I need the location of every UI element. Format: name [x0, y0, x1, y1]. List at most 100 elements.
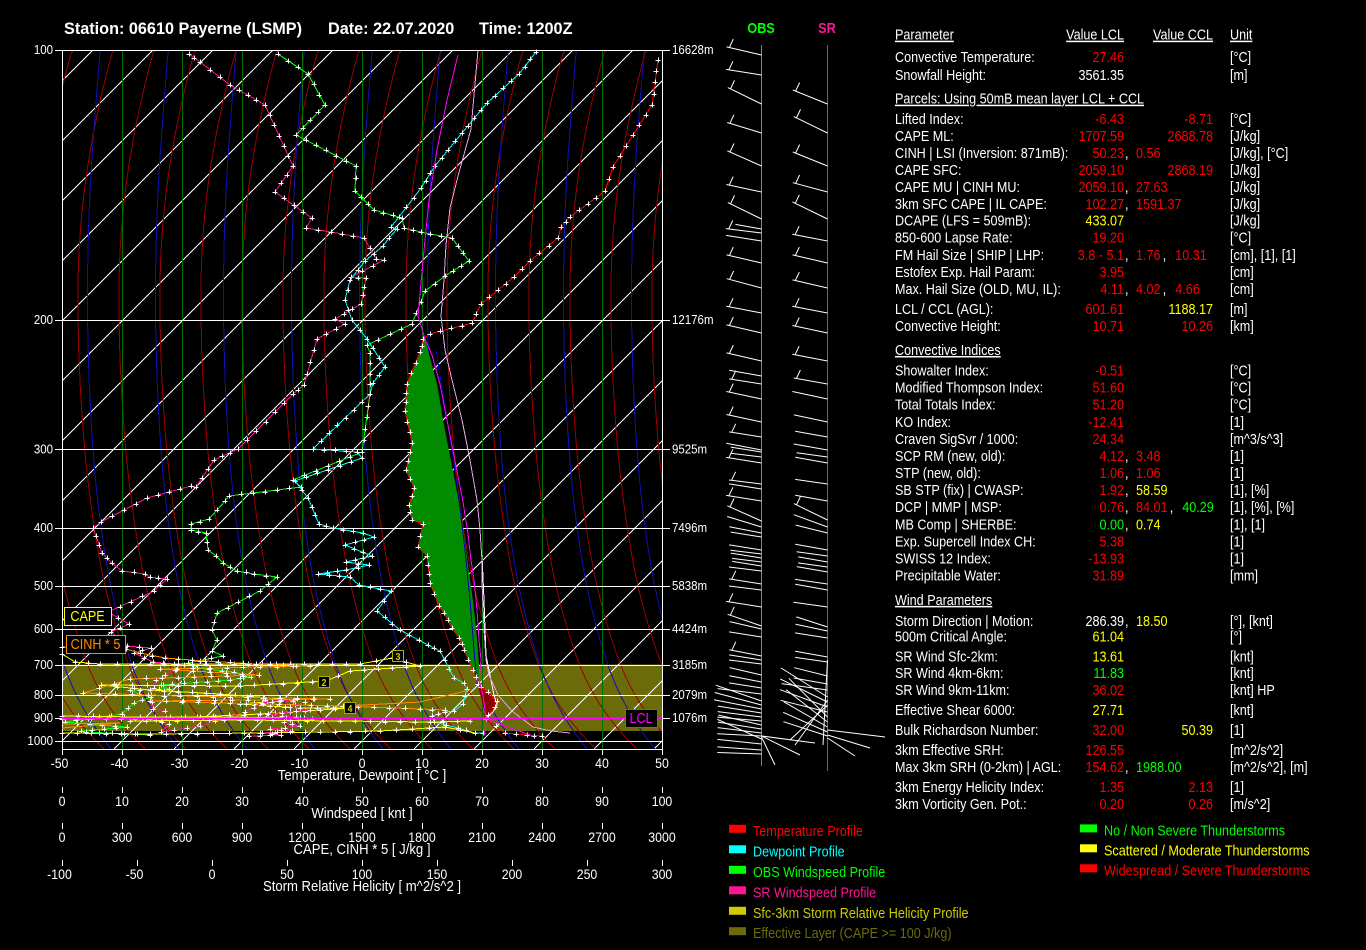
svg-text:0: 0: [59, 829, 66, 845]
svg-text:,: ,: [1170, 498, 1174, 515]
svg-text:32.00: 32.00: [1092, 721, 1124, 738]
svg-text:1591.37: 1591.37: [1136, 195, 1182, 212]
svg-text:10: 10: [115, 793, 129, 809]
svg-text:900: 900: [34, 711, 53, 726]
svg-text:[cm], [1], [1]: [cm], [1], [1]: [1230, 246, 1296, 263]
svg-text:[1], [%], [%]: [1], [%], [%]: [1230, 498, 1294, 515]
svg-text:Effective Shear 6000:: Effective Shear 6000:: [895, 701, 1015, 718]
svg-text:Max 3km SRH (0-2km) | AGL:: Max 3km SRH (0-2km) | AGL:: [895, 758, 1061, 775]
svg-text:4424m: 4424m: [672, 622, 707, 637]
svg-text:DCP | MMP | MSP:: DCP | MMP | MSP:: [895, 498, 1002, 515]
svg-text:[°C]: [°C]: [1230, 379, 1251, 396]
svg-text:50.23: 50.23: [1092, 144, 1124, 161]
svg-text:SR Wind Sfc-2km:: SR Wind Sfc-2km:: [895, 647, 998, 664]
svg-text:30: 30: [535, 755, 549, 771]
svg-text:20: 20: [475, 755, 489, 771]
svg-text:[cm]: [cm]: [1230, 280, 1254, 297]
svg-text:[°C]: [°C]: [1230, 110, 1251, 127]
svg-text:1500: 1500: [348, 829, 375, 845]
svg-text:[1], [%]: [1], [%]: [1230, 481, 1269, 498]
svg-text:3000: 3000: [648, 829, 675, 845]
svg-text:Bulk Richardson Number:: Bulk Richardson Number:: [895, 721, 1038, 738]
svg-text:1.06: 1.06: [1099, 464, 1124, 481]
svg-text:700: 700: [34, 658, 53, 673]
svg-text:27.63: 27.63: [1136, 178, 1168, 195]
svg-text:SR: SR: [818, 19, 836, 36]
svg-text:No / Non Severe Thunderstorms: No / Non Severe Thunderstorms: [1104, 821, 1285, 838]
svg-text:[J/kg]: [J/kg]: [1230, 195, 1260, 212]
svg-text:SCP RM (new, old):: SCP RM (new, old):: [895, 447, 1005, 464]
svg-text:FM Hail Size | SHIP | LHP:: FM Hail Size | SHIP | LHP:: [895, 246, 1044, 263]
svg-text:Temperature, Dewpoint [ °C ]: Temperature, Dewpoint [ °C ]: [278, 766, 446, 783]
svg-text:CAPE MU | CINH MU:: CAPE MU | CINH MU:: [895, 178, 1020, 195]
svg-text:,: ,: [1125, 195, 1129, 212]
svg-text:-30: -30: [171, 755, 189, 771]
svg-text:[cm]: [cm]: [1230, 263, 1254, 280]
svg-text:3.48: 3.48: [1136, 447, 1161, 464]
svg-text:51.60: 51.60: [1092, 379, 1124, 396]
svg-text:Convective Indices: Convective Indices: [895, 341, 1001, 358]
svg-text:1188.17: 1188.17: [1168, 300, 1213, 317]
svg-text:[°C]: [°C]: [1230, 48, 1251, 65]
svg-text:-6.43: -6.43: [1095, 110, 1124, 127]
svg-text:850-600 Lapse Rate:: 850-600 Lapse Rate:: [895, 229, 1013, 246]
svg-text:-13.93: -13.93: [1088, 549, 1124, 566]
svg-text:,: ,: [1163, 246, 1167, 263]
svg-text:[mm]: [mm]: [1230, 567, 1258, 584]
svg-text:900: 900: [232, 829, 253, 845]
svg-text:0: 0: [59, 793, 66, 809]
svg-text:0: 0: [359, 755, 366, 771]
svg-text:51.20: 51.20: [1092, 396, 1124, 413]
svg-text:[km]: [km]: [1230, 317, 1254, 334]
svg-text:OBS: OBS: [747, 19, 775, 36]
svg-text:7496m: 7496m: [672, 521, 707, 536]
svg-text:200: 200: [34, 313, 53, 328]
svg-text:100: 100: [352, 866, 373, 882]
svg-text:84.01: 84.01: [1136, 498, 1168, 515]
svg-text:0.00: 0.00: [1099, 515, 1124, 532]
svg-text:SWISS 12 Index:: SWISS 12 Index:: [895, 549, 991, 566]
svg-text:LCL: LCL: [629, 709, 652, 726]
svg-text:1.92: 1.92: [1099, 481, 1124, 498]
svg-text:9525m: 9525m: [672, 442, 707, 457]
svg-text:13.61: 13.61: [1092, 647, 1124, 664]
svg-text:1200: 1200: [288, 829, 315, 845]
svg-text:1988.00: 1988.00: [1136, 758, 1182, 775]
svg-text:SR Windspeed Profile: SR Windspeed Profile: [753, 883, 876, 900]
svg-text:600: 600: [34, 622, 53, 637]
svg-text:[m/s^2]: [m/s^2]: [1230, 795, 1270, 812]
svg-text:CAPE SFC:: CAPE SFC:: [895, 161, 961, 178]
svg-text:433.07: 433.07: [1085, 212, 1124, 229]
svg-text:SR Wind 4km-6km:: SR Wind 4km-6km:: [895, 664, 1003, 681]
svg-text:0.26: 0.26: [1188, 795, 1213, 812]
svg-text:80: 80: [535, 793, 549, 809]
svg-text:Total Totals Index:: Total Totals Index:: [895, 396, 996, 413]
svg-text:10.71: 10.71: [1092, 317, 1124, 334]
svg-text:[°], [knt]: [°], [knt]: [1230, 612, 1273, 629]
svg-text:100: 100: [652, 793, 673, 809]
svg-text:40: 40: [595, 755, 609, 771]
svg-text:Storm Direction | Motion:: Storm Direction | Motion:: [895, 612, 1033, 629]
svg-text:[m^3/s^3]: [m^3/s^3]: [1230, 430, 1283, 447]
svg-text:100: 100: [34, 43, 53, 58]
svg-text:4: 4: [348, 703, 353, 715]
svg-text:[1]: [1]: [1230, 413, 1244, 430]
svg-text:,: ,: [1125, 144, 1129, 161]
svg-text:-10: -10: [291, 755, 309, 771]
svg-text:[knt]: [knt]: [1230, 701, 1254, 718]
svg-text:LCL / CCL (AGL):: LCL / CCL (AGL):: [895, 300, 993, 317]
svg-text:OBS Windspeed Profile: OBS Windspeed Profile: [753, 863, 886, 880]
svg-text:50: 50: [355, 793, 369, 809]
svg-text:1.06: 1.06: [1136, 464, 1161, 481]
svg-text:4.66: 4.66: [1175, 280, 1200, 297]
svg-text:[knt]: [knt]: [1230, 647, 1254, 664]
svg-text:,: ,: [1125, 178, 1129, 195]
svg-text:-50: -50: [126, 866, 144, 882]
svg-text:-0.51: -0.51: [1095, 362, 1124, 379]
svg-text:Widespread / Severe Thundersto: Widespread / Severe Thunderstorms: [1104, 861, 1310, 878]
svg-text:MB Comp | SHERBE:: MB Comp | SHERBE:: [895, 515, 1017, 532]
svg-text:40: 40: [295, 793, 309, 809]
svg-text:154.62: 154.62: [1085, 758, 1124, 775]
svg-text:[°C]: [°C]: [1230, 362, 1251, 379]
svg-text:[1], [1]: [1], [1]: [1230, 515, 1265, 532]
